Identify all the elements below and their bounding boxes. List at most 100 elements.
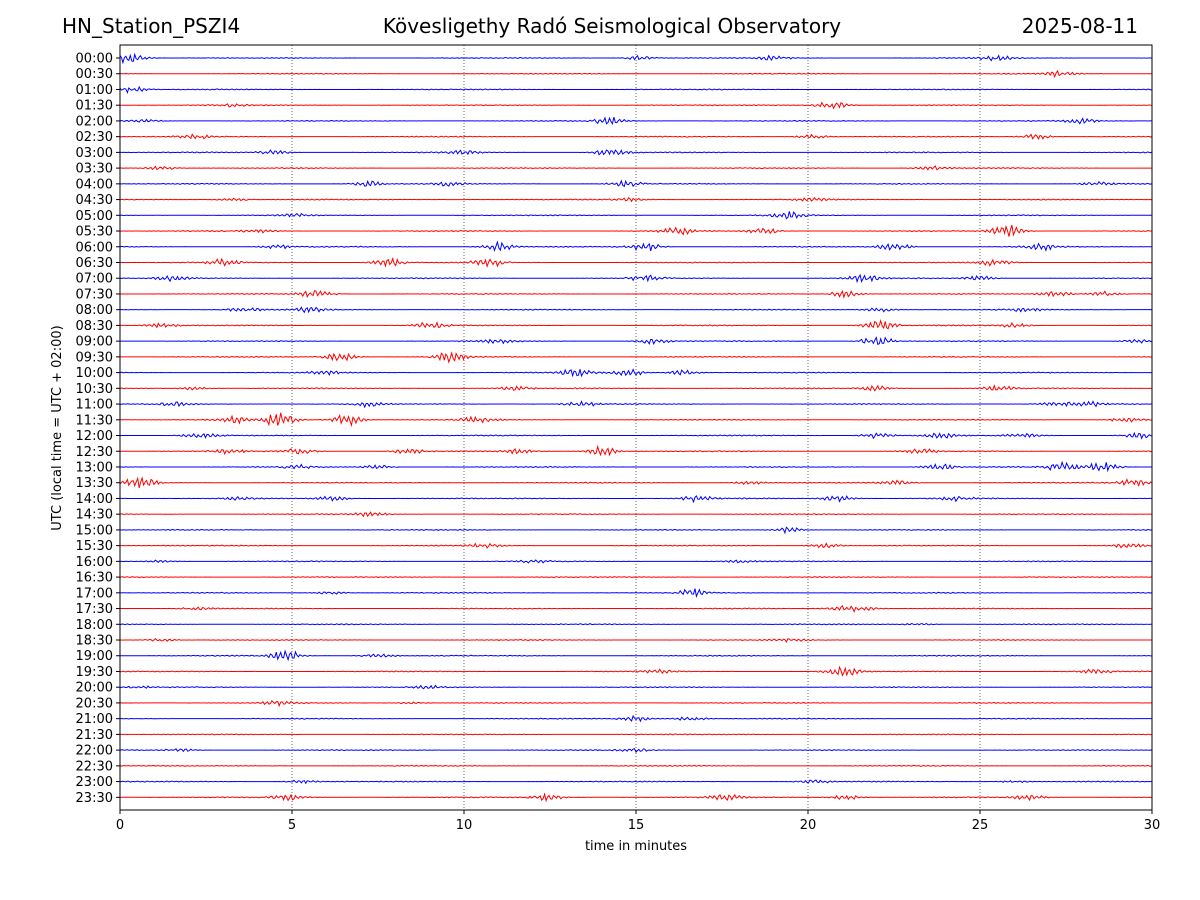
x-tick-label: 15: [628, 818, 645, 833]
trace-0530: [119, 224, 1153, 237]
trace-0000: [119, 52, 1153, 65]
y-tick-label: 04:00: [76, 177, 113, 192]
trace-1500: [119, 526, 1153, 535]
y-tick-label: 06:00: [76, 240, 113, 255]
trace-1100: [119, 400, 1153, 409]
trace-0430: [119, 196, 1153, 203]
trace-1530: [119, 542, 1153, 549]
y-tick-label: 03:00: [76, 146, 113, 161]
seismic-traces: [119, 52, 1153, 803]
x-axis-ticks: 0 5 10 15 20 25 30: [116, 810, 1160, 833]
trace-1930: [119, 665, 1153, 677]
trace-1800: [119, 622, 1153, 626]
y-tick-label: 20:30: [76, 696, 113, 711]
x-axis-label: time in minutes: [585, 839, 687, 854]
trace-1730: [119, 604, 1153, 613]
y-tick-label: 12:30: [76, 445, 113, 460]
y-tick-label: 21:30: [76, 728, 113, 743]
trace-0130: [120, 101, 1153, 110]
y-tick-label: 10:00: [76, 366, 113, 381]
trace-0830: [120, 319, 1153, 330]
trace-2000: [119, 684, 1153, 690]
y-tick-label: 08:30: [76, 319, 113, 334]
y-tick-label: 18:30: [76, 634, 113, 649]
trace-0300: [119, 149, 1153, 156]
y-tick-label: 00:00: [76, 52, 113, 67]
y-tick-label: 09:00: [76, 335, 113, 350]
trace-1430: [119, 511, 1153, 518]
y-tick-label: 11:00: [76, 398, 113, 413]
trace-0800: [119, 306, 1153, 314]
y-tick-label: 06:30: [76, 256, 113, 271]
trace-0400: [119, 179, 1153, 188]
trace-0200: [119, 116, 1153, 126]
y-tick-label: 02:30: [76, 130, 113, 145]
y-tick-label: 09:30: [76, 350, 113, 365]
trace-0100: [119, 85, 1153, 94]
trace-2030: [119, 700, 1153, 708]
y-tick-label: 19:00: [76, 649, 113, 664]
trace-2100: [119, 714, 1152, 723]
y-tick-label: 05:00: [76, 209, 113, 224]
y-tick-label: 19:30: [76, 665, 113, 680]
y-axis-label: UTC (local time = UTC + 02:00): [50, 325, 65, 530]
trace-1030: [119, 384, 1153, 392]
y-tick-label: 02:00: [76, 114, 113, 129]
trace-0930: [120, 351, 1153, 364]
trace-0030: [119, 69, 1153, 79]
record-date: 2025-08-11: [1021, 14, 1138, 38]
x-tick-label: 10: [456, 818, 473, 833]
trace-1130: [119, 412, 1153, 428]
x-tick-label: 20: [800, 818, 817, 833]
y-tick-label: 01:30: [76, 99, 113, 114]
y-tick-label: 00:30: [76, 67, 113, 82]
y-tick-label: 16:30: [76, 571, 113, 586]
trace-2200: [119, 748, 1153, 753]
y-tick-label: 14:30: [76, 508, 113, 523]
y-tick-label: 14:00: [76, 492, 113, 507]
station-name: HN_Station_PSZI4: [62, 14, 241, 38]
trace-0330: [119, 165, 1153, 171]
trace-2130: [119, 733, 1153, 736]
y-tick-label: 05:30: [76, 225, 113, 240]
trace-1900: [120, 649, 1153, 662]
y-tick-label: 12:00: [76, 429, 113, 444]
y-tick-label: 03:30: [76, 162, 113, 177]
y-tick-label: 10:30: [76, 382, 113, 397]
y-tick-label: 15:30: [76, 539, 113, 554]
trace-0730: [120, 289, 1153, 300]
trace-1330: [119, 476, 1153, 489]
y-tick-label: 11:30: [76, 413, 113, 428]
trace-1630: [119, 576, 1153, 579]
y-tick-label: 16:00: [76, 555, 113, 570]
y-tick-label: 18:00: [76, 618, 113, 633]
trace-1230: [119, 444, 1153, 457]
trace-0900: [119, 336, 1153, 346]
trace-1300: [119, 460, 1153, 473]
x-tick-label: 25: [972, 818, 989, 833]
observatory-title: Kövesligethy Radó Seismological Observat…: [382, 14, 842, 38]
y-tick-label: 20:00: [76, 681, 113, 696]
y-tick-label: 07:00: [76, 272, 113, 287]
x-tick-label: 0: [116, 818, 124, 833]
y-tick-label: 21:00: [76, 712, 113, 727]
x-tick-label: 30: [1144, 818, 1161, 833]
y-tick-label: 23:30: [76, 791, 113, 806]
trace-2300: [119, 779, 1153, 785]
y-tick-label: 23:00: [76, 775, 113, 790]
trace-0230: [119, 133, 1153, 140]
y-axis-ticks: 00:0000:3001:0001:3002:0002:3003:0003:30…: [76, 52, 120, 806]
x-tick-label: 5: [288, 818, 296, 833]
trace-0700: [119, 273, 1153, 284]
y-tick-label: 08:00: [76, 303, 113, 318]
trace-2230: [119, 764, 1153, 767]
y-tick-label: 22:00: [76, 744, 113, 759]
trace-0500: [119, 211, 1152, 220]
trace-0630: [119, 257, 1153, 269]
trace-1600: [119, 559, 1152, 564]
trace-0600: [119, 240, 1153, 252]
y-tick-label: 17:30: [76, 602, 113, 617]
trace-1200: [119, 431, 1153, 440]
trace-1400: [119, 495, 1153, 504]
